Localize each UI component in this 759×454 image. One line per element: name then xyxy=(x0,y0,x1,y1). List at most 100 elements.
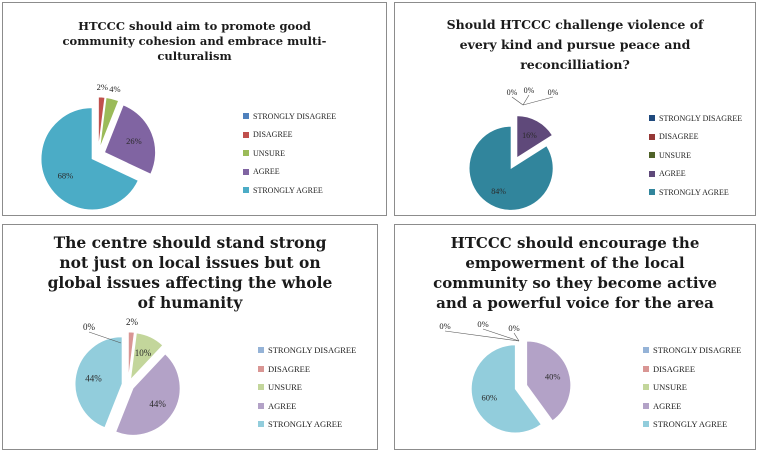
chart-title-line: HTCCC should encourage the xyxy=(450,234,700,252)
slice-label-unsure: 0% xyxy=(508,323,519,333)
legend-swatch xyxy=(643,421,649,428)
slice-label-unsure: 4% xyxy=(109,84,120,94)
legend-swatch xyxy=(643,347,649,354)
chart-title: Should HTCCC challenge violence of every… xyxy=(395,15,755,75)
leader-line xyxy=(522,94,530,106)
slice-label-disagree: 0% xyxy=(477,319,488,329)
legend-swatch xyxy=(649,189,655,196)
pie-slice-agree xyxy=(526,340,572,422)
legend-item-strongly-disagree: STRONGLY DISAGREE xyxy=(649,109,742,128)
legend-swatch xyxy=(243,168,249,175)
slice-label-disagree: 2% xyxy=(126,317,139,327)
legend-item-strongly-disagree: STRONGLY DISAGREE xyxy=(258,341,356,360)
pie-slice-strongly-agree xyxy=(74,336,123,429)
leader-line xyxy=(522,96,554,106)
slice-label-strongly-agree: 68% xyxy=(58,171,74,181)
slice-label-agree: 44% xyxy=(149,399,166,409)
legend-item-disagree: DISAGREE xyxy=(643,360,741,379)
slice-label-disagree: 0% xyxy=(524,86,535,95)
chart-title-line: global issues affecting the whole xyxy=(47,273,333,292)
slice-label-strongly-agree: 44% xyxy=(85,373,102,383)
legend-item-strongly-agree: STRONGLY AGREE xyxy=(643,415,741,434)
legend-label: AGREE xyxy=(268,400,297,411)
leader-line xyxy=(511,96,524,106)
legend-swatch xyxy=(243,131,249,138)
slice-label-strongly-disagree: 0% xyxy=(83,322,96,332)
leader-line xyxy=(513,332,520,342)
chart-title: The centre should stand strong not just … xyxy=(3,233,377,313)
chart-title-line: every kind and pursue peace and xyxy=(459,37,691,52)
pie-slice-agree xyxy=(115,353,181,436)
legend-label: STRONGLY DISAGREE xyxy=(253,111,337,121)
legend-swatch xyxy=(643,365,649,372)
pie-slice-strongly-agree xyxy=(468,125,554,211)
pie-slice-agree xyxy=(103,104,156,175)
pie-slice-disagree xyxy=(98,96,106,149)
chart-title-line: community so they become active xyxy=(433,274,717,292)
chart-title-line: empowerment of the local xyxy=(465,254,685,272)
legend-item-strongly-disagree: STRONGLY DISAGREE xyxy=(243,107,336,126)
legend-label: DISAGREE xyxy=(268,363,311,374)
legend-swatch xyxy=(649,170,655,177)
legend-label: STRONGLY DISAGREE xyxy=(268,345,357,356)
chart-title: HTCCC should aim to promote good communi… xyxy=(3,19,386,64)
chart-title-line: culturalism xyxy=(157,49,232,63)
legend-label: STRONGLY AGREE xyxy=(268,419,343,430)
chart-panel-2: Should HTCCC challenge violence of every… xyxy=(394,2,756,216)
chart-title-line: of humanity xyxy=(137,293,243,312)
chart-title-line: Should HTCCC challenge violence of xyxy=(446,17,704,32)
legend-label: STRONGLY DISAGREE xyxy=(653,345,742,356)
legend: STRONGLY DISAGREE DISAGREE UNSURE AGREE … xyxy=(649,109,742,202)
legend: STRONGLY DISAGREE DISAGREE UNSURE AGREE … xyxy=(643,341,741,434)
legend-label: AGREE xyxy=(253,167,280,177)
leader-line xyxy=(444,330,520,342)
slice-label-strongly-disagree: 0% xyxy=(439,321,450,331)
legend-item-disagree: DISAGREE xyxy=(649,128,742,147)
chart-title: HTCCC should encourage the empowerment o… xyxy=(395,233,755,313)
legend-label: AGREE xyxy=(659,169,686,179)
chart-title-line: community cohesion and embrace multi- xyxy=(62,34,327,48)
leader-line xyxy=(88,331,122,344)
legend-label: DISAGREE xyxy=(253,130,293,140)
legend-swatch xyxy=(243,150,249,157)
legend-item-agree: AGREE xyxy=(643,397,741,416)
legend-swatch xyxy=(649,115,655,122)
chart-title-line: HTCCC should aim to promote good xyxy=(78,19,311,33)
pie-chart: 40% 60% 0% 0% 0% xyxy=(439,319,572,434)
legend-swatch xyxy=(649,152,655,159)
slice-label-strongly-agree: 84% xyxy=(491,187,506,196)
legend-item-strongly-agree: STRONGLY AGREE xyxy=(649,183,742,202)
legend: STRONGLY DISAGREE DISAGREE UNSURE AGREE … xyxy=(243,107,336,200)
chart-panel-3: The centre should stand strong not just … xyxy=(2,224,378,450)
legend: STRONGLY DISAGREE DISAGREE UNSURE AGREE … xyxy=(258,341,356,434)
pie-slice-disagree xyxy=(127,331,135,380)
pie-chart: 16% 84% 0% 0% 0% xyxy=(468,86,559,211)
legend-label: DISAGREE xyxy=(653,363,696,374)
legend-label: UNSURE xyxy=(268,382,303,393)
legend-item-strongly-disagree: STRONGLY DISAGREE xyxy=(643,341,741,360)
legend-swatch xyxy=(258,365,264,372)
legend-label: UNSURE xyxy=(653,382,688,393)
legend-swatch xyxy=(243,113,249,120)
slice-label-agree: 16% xyxy=(522,131,537,140)
legend-swatch xyxy=(258,402,264,409)
chart-title-line: The centre should stand strong xyxy=(53,233,327,252)
legend-item-unsure: UNSURE xyxy=(649,146,742,165)
chart-title-line: and a powerful voice for the area xyxy=(436,294,714,312)
legend-item-disagree: DISAGREE xyxy=(243,126,336,145)
legend-label: UNSURE xyxy=(253,148,286,158)
legend-item-strongly-agree: STRONGLY AGREE xyxy=(258,415,356,434)
legend-label: AGREE xyxy=(653,400,682,411)
chart-panel-4: HTCCC should encourage the empowerment o… xyxy=(394,224,756,450)
legend-swatch xyxy=(643,402,649,409)
slice-label-unsure: 0% xyxy=(548,88,559,97)
slice-label-disagree: 2% xyxy=(97,82,108,92)
pie-slice-agree xyxy=(516,115,553,159)
legend-swatch xyxy=(643,384,649,391)
pie-slice-strongly-agree xyxy=(40,107,139,211)
pie-slice-strongly-agree xyxy=(470,344,542,434)
leader-line xyxy=(482,328,520,342)
chart-panel-1: HTCCC should aim to promote good communi… xyxy=(2,2,387,216)
legend-label: STRONGLY AGREE xyxy=(659,187,729,197)
legend-label: DISAGREE xyxy=(659,132,699,142)
